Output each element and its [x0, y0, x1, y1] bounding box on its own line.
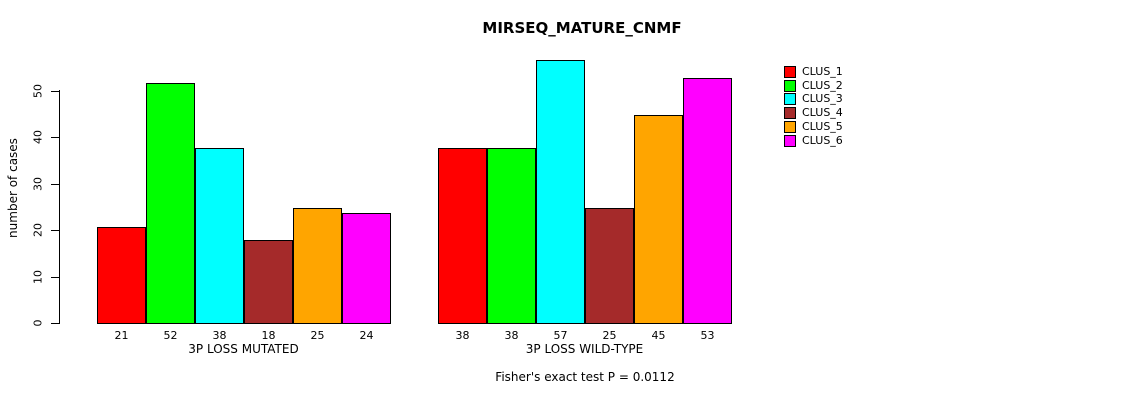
- bar-clus-6-cat2: [683, 78, 732, 324]
- x-category-label: 3P LOSS MUTATED: [188, 342, 299, 356]
- y-tick-label: 50: [31, 84, 45, 98]
- legend-label: CLUS_1: [802, 65, 843, 78]
- bar-value-label: 21: [114, 329, 129, 342]
- legend-label: CLUS_2: [802, 79, 843, 92]
- y-tick: [51, 91, 59, 92]
- y-axis-label: number of cases: [6, 138, 20, 238]
- legend-swatch-clus-3: [784, 93, 796, 105]
- bar-value-label: 25: [602, 329, 617, 342]
- y-axis-line: [59, 90, 60, 324]
- y-tick: [51, 184, 59, 185]
- bar-clus-1-cat1: [97, 227, 146, 324]
- legend-label: CLUS_6: [802, 134, 843, 147]
- legend-label: CLUS_4: [802, 106, 843, 119]
- bar-clus-4-cat2: [585, 208, 634, 324]
- x-category-label: 3P LOSS WILD-TYPE: [525, 342, 644, 356]
- bar-value-label: 52: [163, 329, 178, 342]
- legend-swatch-clus-6: [784, 135, 796, 147]
- y-tick: [51, 230, 59, 231]
- bar-value-label: 38: [212, 329, 227, 342]
- bar-value-label: 53: [700, 329, 715, 342]
- bar-clus-2-cat2: [487, 148, 536, 324]
- bar-clus-5-cat1: [293, 208, 342, 324]
- y-tick: [51, 277, 59, 278]
- legend-label: CLUS_5: [802, 120, 843, 133]
- y-tick-label: 30: [31, 177, 45, 191]
- bar-clus-3-cat1: [195, 148, 244, 324]
- fisher-test-annotation: Fisher's exact test P = 0.0112: [495, 370, 675, 384]
- bar-clus-4-cat1: [244, 240, 293, 324]
- bar-clus-3-cat2: [536, 60, 585, 324]
- y-tick: [51, 323, 59, 324]
- bar-value-label: 38: [504, 329, 519, 342]
- bar-value-label: 24: [359, 329, 374, 342]
- bar-clus-6-cat1: [342, 213, 391, 324]
- legend-swatch-clus-2: [784, 80, 796, 92]
- legend-swatch-clus-5: [784, 121, 796, 133]
- bar-value-label: 45: [651, 329, 666, 342]
- legend-swatch-clus-4: [784, 107, 796, 119]
- bar-clus-5-cat2: [634, 115, 683, 324]
- bar-value-label: 38: [455, 329, 470, 342]
- y-tick: [51, 137, 59, 138]
- legend-label: CLUS_3: [802, 92, 843, 105]
- chart-title: MIRSEQ_MATURE_CNMF: [482, 19, 682, 37]
- y-tick-label: 20: [31, 223, 45, 237]
- y-tick-label: 40: [31, 130, 45, 144]
- bar-clus-1-cat2: [438, 148, 487, 324]
- bar-value-label: 18: [261, 329, 276, 342]
- legend-swatch-clus-1: [784, 66, 796, 78]
- bar-value-label: 57: [553, 329, 568, 342]
- bar-value-label: 25: [310, 329, 325, 342]
- bar-clus-2-cat1: [146, 83, 195, 324]
- y-tick-label: 10: [31, 270, 45, 284]
- y-tick-label: 0: [31, 319, 45, 327]
